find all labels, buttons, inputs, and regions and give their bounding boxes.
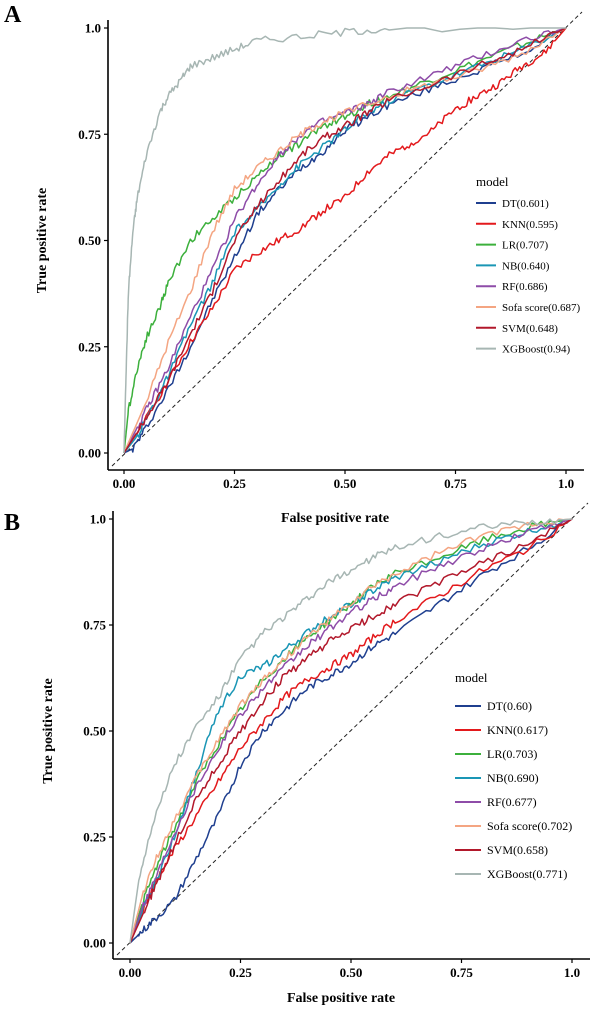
legend-entry-5: Sofa score(0.687) bbox=[502, 302, 581, 314]
x-tick-label: 1.0 bbox=[564, 965, 580, 980]
legend-entry-2: LR(0.707) bbox=[502, 240, 548, 252]
panel-letter: B bbox=[4, 510, 20, 536]
x-tick-label: 0.00 bbox=[119, 965, 142, 980]
legend-entry-4: RF(0.686) bbox=[502, 281, 548, 293]
y-tick-label: 0.75 bbox=[83, 618, 106, 633]
legend-entry-0: DT(0.60) bbox=[487, 699, 532, 713]
legend-entry-7: XGBoost(0.94) bbox=[502, 344, 570, 356]
series-line-1 bbox=[129, 518, 573, 944]
legend-entry-7: XGBoost(0.771) bbox=[487, 867, 567, 881]
series-line-7 bbox=[129, 518, 573, 944]
legend-entry-3: NB(0.640) bbox=[502, 260, 550, 272]
x-tick-label: 0.25 bbox=[223, 476, 246, 491]
x-tick-label: 0.50 bbox=[334, 476, 357, 491]
legend-entry-6: SVM(0.658) bbox=[487, 843, 548, 857]
series-line-0 bbox=[129, 518, 573, 944]
series-line-7 bbox=[123, 27, 566, 454]
legend-title: model bbox=[476, 174, 509, 189]
x-axis-label: False positive rate bbox=[287, 991, 395, 1006]
legend-title: model bbox=[455, 670, 488, 685]
legend-entry-3: NB(0.690) bbox=[487, 771, 539, 785]
x-axis-label: False positive rate bbox=[281, 511, 389, 526]
y-tick-label: 0.50 bbox=[83, 724, 106, 739]
panel-letter: A bbox=[4, 2, 22, 28]
x-tick-label: 0.75 bbox=[450, 965, 473, 980]
y-axis-label: True positive rate bbox=[41, 678, 56, 784]
series-line-2 bbox=[123, 27, 567, 454]
y-tick-label: 0.00 bbox=[83, 936, 106, 951]
y-tick-label: 0.50 bbox=[78, 233, 101, 248]
series-line-6 bbox=[123, 27, 567, 454]
x-tick-label: 0.50 bbox=[340, 965, 363, 980]
series-line-0 bbox=[123, 27, 567, 454]
series-line-5 bbox=[123, 27, 567, 454]
panel-b: B 0.00 0.00 0.25 0.25 0.50 0.50 0.75 0.75 1.0 1.0 F… bbox=[4, 502, 590, 1006]
series-line-3 bbox=[123, 27, 567, 454]
diagonal-reference-line bbox=[116, 502, 589, 956]
series-line-4 bbox=[129, 518, 573, 944]
legend-entry-0: DT(0.601) bbox=[502, 198, 549, 210]
legend-entry-5: Sofa score(0.702) bbox=[487, 819, 572, 833]
y-tick-label: 1.0 bbox=[85, 21, 101, 36]
legend-entry-4: RF(0.677) bbox=[487, 795, 537, 809]
y-tick-label: 0.25 bbox=[83, 830, 106, 845]
diagonal-reference-line bbox=[111, 11, 583, 467]
x-tick-label: 0.25 bbox=[229, 965, 252, 980]
series-line-5 bbox=[129, 518, 573, 944]
y-tick-label: 0.25 bbox=[78, 339, 101, 354]
y-tick-label: 1.0 bbox=[90, 512, 106, 527]
y-axis-label: True positive rate bbox=[35, 188, 50, 294]
legend-entry-1: KNN(0.617) bbox=[487, 723, 548, 737]
y-tick-label: 0.00 bbox=[78, 446, 101, 461]
legend-entry-6: SVM(0.648) bbox=[502, 323, 558, 335]
series-line-6 bbox=[129, 518, 573, 944]
panel-a: A 0.00 0.00 0.25 0.25 0.50 0.50 0.75 0.75 1.0 1.0 F… bbox=[4, 2, 584, 526]
series-line-2 bbox=[129, 518, 573, 944]
x-tick-label: 0.00 bbox=[113, 476, 136, 491]
y-tick-label: 0.75 bbox=[78, 127, 101, 142]
x-tick-label: 1.0 bbox=[558, 476, 574, 491]
series-line-1 bbox=[123, 27, 567, 454]
legend-entry-2: LR(0.703) bbox=[487, 747, 537, 761]
x-tick-label: 0.75 bbox=[444, 476, 467, 491]
legend-entry-1: KNN(0.595) bbox=[502, 219, 558, 231]
